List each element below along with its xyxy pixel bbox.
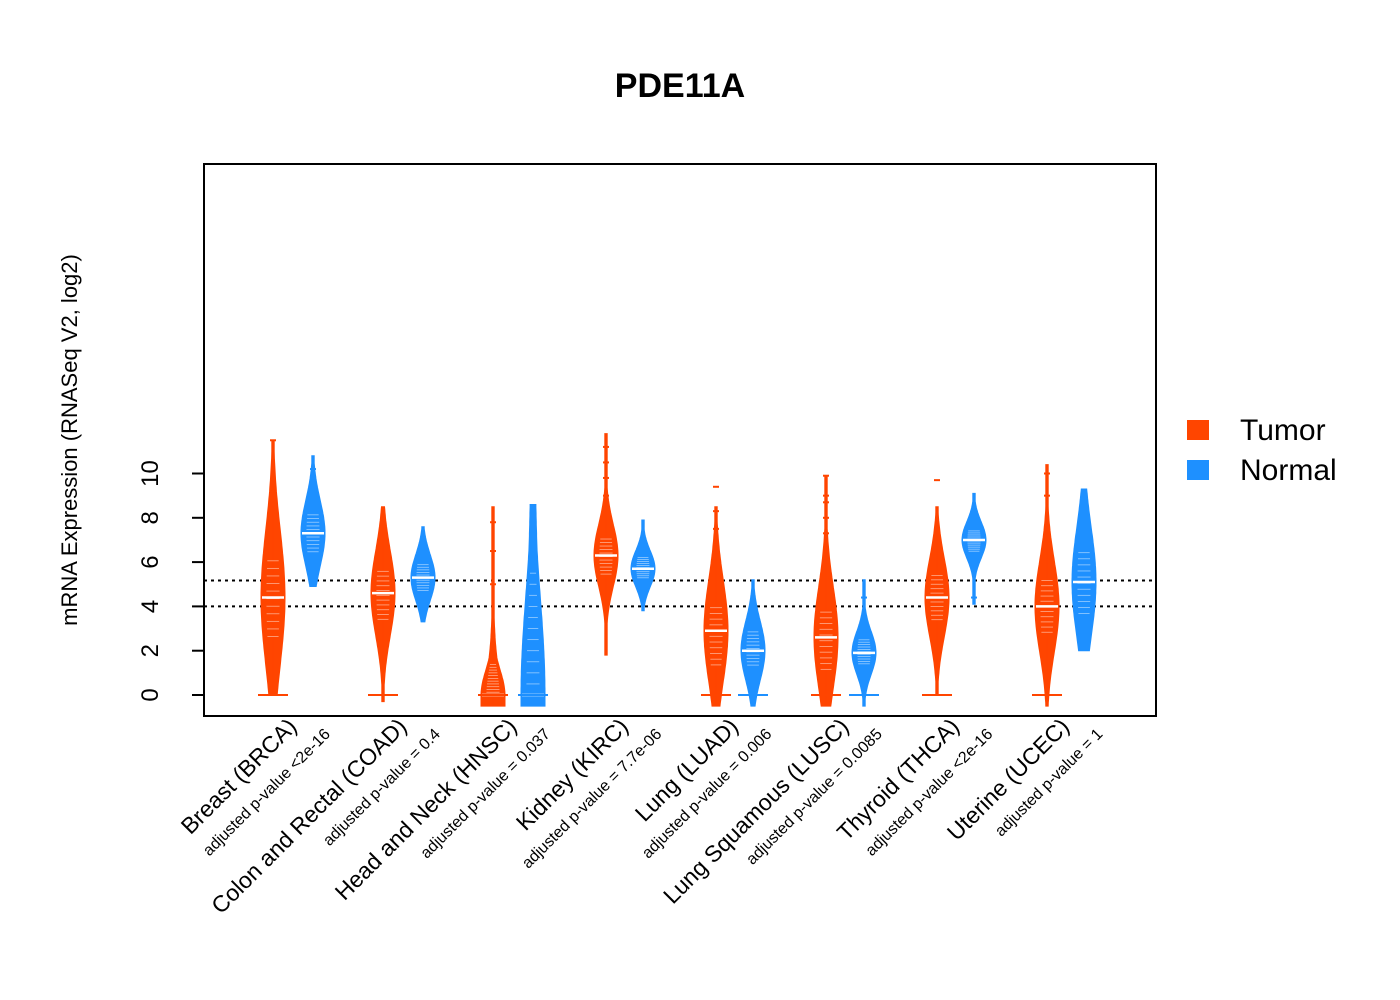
y-tick-label: 10 <box>137 460 164 487</box>
y-tick-label: 2 <box>137 644 164 657</box>
x-axis-labels: Breast (BRCA)adjusted p-value <2e-16Colo… <box>176 713 1107 918</box>
plot-frame <box>203 163 1157 717</box>
y-tick-label: 6 <box>137 555 164 568</box>
y-tick-label: 4 <box>137 600 164 613</box>
y-axis-label: mRNA Expression (RNASeq V2, log2) <box>57 254 82 626</box>
y-axis: 0 2 4 6 8 10 <box>137 460 204 702</box>
violins <box>204 433 1156 707</box>
y-tick-label: 0 <box>137 688 164 701</box>
legend-swatch <box>1187 460 1209 480</box>
legend: Tumor Normal <box>1187 414 1337 487</box>
plot-area <box>204 433 1156 707</box>
legend-label: Tumor <box>1240 414 1326 447</box>
y-tick-label: 8 <box>137 511 164 524</box>
chart-title: PDE11A <box>615 67 745 105</box>
legend-label: Normal <box>1240 454 1337 487</box>
legend-swatch <box>1187 420 1209 440</box>
